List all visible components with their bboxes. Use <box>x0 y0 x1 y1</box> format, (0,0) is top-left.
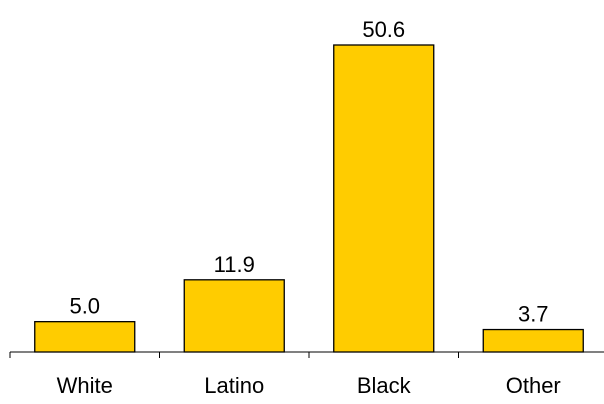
x-axis-ticks <box>9 352 459 358</box>
value-label-latino: 11.9 <box>214 252 255 277</box>
value-labels-group: 5.0 11.9 50.6 3.7 <box>69 17 548 327</box>
bar-black <box>333 44 435 353</box>
value-label-white: 5.0 <box>69 294 100 319</box>
category-labels-group: White Latino Black Other <box>57 373 561 398</box>
bar-latino <box>183 279 285 353</box>
category-label-latino: Latino <box>204 373 264 398</box>
bar-white <box>34 321 136 353</box>
value-label-black: 50.6 <box>362 17 405 42</box>
value-label-other: 3.7 <box>518 302 549 327</box>
category-label-white: White <box>57 373 113 398</box>
category-label-other: Other <box>506 373 561 398</box>
category-label-black: Black <box>357 373 412 398</box>
bar-other <box>482 328 584 353</box>
bars-group <box>34 44 584 353</box>
